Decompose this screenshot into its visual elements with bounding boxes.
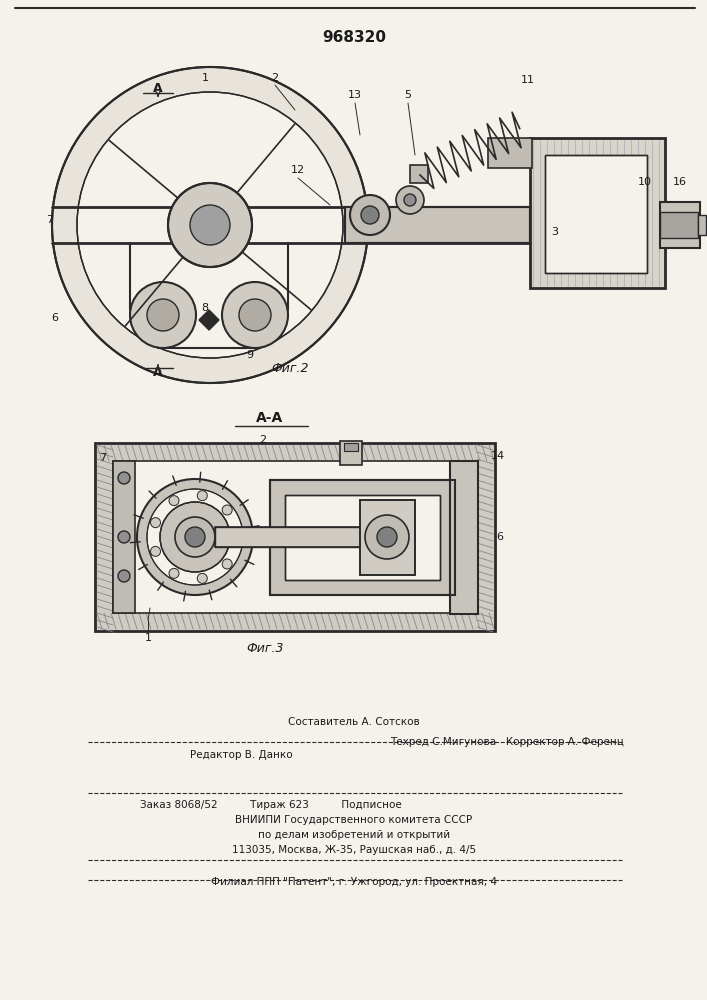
- Bar: [215, 527, 370, 547]
- Text: 6: 6: [496, 532, 503, 542]
- Text: 9: 9: [247, 350, 254, 360]
- Bar: [698, 215, 706, 235]
- Bar: [488, 138, 532, 168]
- Text: Редактор В. Данко: Редактор В. Данко: [190, 750, 293, 760]
- Circle shape: [160, 502, 230, 572]
- Text: 5: 5: [404, 90, 411, 100]
- Circle shape: [52, 67, 368, 383]
- Circle shape: [365, 515, 409, 559]
- Circle shape: [190, 205, 230, 245]
- Text: Фиг.2: Фиг.2: [271, 361, 309, 374]
- Bar: [215, 527, 370, 547]
- Text: А-А: А-А: [257, 411, 284, 425]
- Circle shape: [151, 518, 160, 528]
- Text: ВНИИПИ Государственного комитета СССР: ВНИИПИ Государственного комитета СССР: [235, 815, 472, 825]
- Circle shape: [222, 282, 288, 348]
- Circle shape: [118, 531, 130, 543]
- Circle shape: [197, 573, 207, 583]
- Circle shape: [361, 206, 379, 224]
- Bar: [450, 461, 478, 614]
- Text: 968320: 968320: [322, 30, 386, 45]
- Text: Составитель А. Сотсков: Составитель А. Сотсков: [288, 717, 420, 727]
- Circle shape: [175, 517, 215, 557]
- Circle shape: [239, 299, 271, 331]
- Circle shape: [396, 186, 424, 214]
- Circle shape: [147, 299, 179, 331]
- Bar: [545, 155, 647, 273]
- Circle shape: [350, 195, 390, 235]
- Text: 1: 1: [201, 73, 209, 83]
- Bar: [285, 495, 440, 580]
- Bar: [345, 207, 530, 243]
- Bar: [660, 202, 700, 248]
- Text: 2: 2: [259, 435, 267, 445]
- Circle shape: [147, 489, 243, 585]
- Bar: [113, 461, 477, 613]
- Circle shape: [137, 479, 253, 595]
- Text: 6: 6: [52, 313, 59, 323]
- Text: 2: 2: [271, 73, 279, 83]
- Polygon shape: [199, 310, 219, 330]
- Text: 16: 16: [673, 177, 687, 187]
- Bar: [530, 138, 665, 288]
- Bar: [345, 207, 530, 243]
- Text: Техред С.Мигунова   Корректор А. Ференц: Техред С.Мигунова Корректор А. Ференц: [390, 737, 624, 747]
- Text: Фиг.3: Фиг.3: [246, 642, 284, 654]
- Circle shape: [169, 568, 179, 578]
- Circle shape: [118, 570, 130, 582]
- Text: 8: 8: [201, 303, 209, 313]
- Circle shape: [169, 496, 179, 506]
- Circle shape: [185, 527, 205, 547]
- Circle shape: [151, 546, 160, 556]
- Bar: [340, 441, 362, 465]
- Text: Заказ 8068/52          Тираж 623          Подписное: Заказ 8068/52 Тираж 623 Подписное: [140, 800, 402, 810]
- Circle shape: [168, 183, 252, 267]
- Circle shape: [77, 92, 343, 358]
- Bar: [344, 443, 358, 451]
- Circle shape: [232, 532, 242, 542]
- Text: по делам изобретений и открытий: по делам изобретений и открытий: [258, 830, 450, 840]
- Text: 13: 13: [348, 90, 362, 100]
- Bar: [410, 165, 428, 183]
- Circle shape: [222, 505, 232, 515]
- Text: Филиал ППП "Патент", г. Ужгород, ул. Проектная, 4: Филиал ППП "Патент", г. Ужгород, ул. Про…: [211, 877, 497, 887]
- Bar: [545, 155, 647, 273]
- Circle shape: [377, 527, 397, 547]
- Circle shape: [197, 491, 207, 501]
- Bar: [270, 480, 455, 595]
- Text: 7: 7: [47, 215, 54, 225]
- Bar: [95, 443, 495, 631]
- Text: А: А: [153, 82, 163, 95]
- Circle shape: [118, 472, 130, 484]
- Circle shape: [222, 559, 232, 569]
- Text: 7: 7: [100, 453, 107, 463]
- Text: 113035, Москва, Ж-35, Раушская наб., д. 4/5: 113035, Москва, Ж-35, Раушская наб., д. …: [232, 845, 476, 855]
- Text: 1: 1: [144, 633, 151, 643]
- Text: 12: 12: [291, 165, 305, 175]
- Text: 10: 10: [638, 177, 652, 187]
- Bar: [285, 495, 440, 580]
- Text: А: А: [153, 365, 163, 378]
- Bar: [360, 500, 415, 575]
- Bar: [270, 480, 455, 595]
- Circle shape: [130, 282, 196, 348]
- Bar: [360, 500, 415, 575]
- Bar: [113, 461, 135, 613]
- Text: 11: 11: [521, 75, 535, 85]
- Bar: [660, 212, 698, 238]
- Text: 14: 14: [491, 451, 505, 461]
- Circle shape: [404, 194, 416, 206]
- Text: 3: 3: [551, 227, 559, 237]
